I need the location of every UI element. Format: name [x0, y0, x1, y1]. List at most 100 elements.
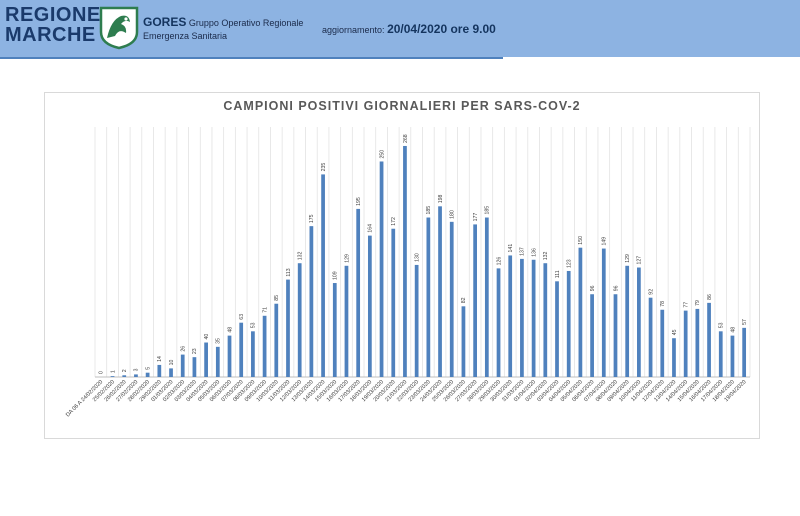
data-label: 180 — [450, 210, 456, 219]
chart-bar — [344, 265, 349, 377]
update-info: aggiornamento: 20/04/2020 ore 9.00 — [322, 22, 496, 36]
chart-bar — [110, 376, 115, 377]
data-label: 86 — [707, 294, 713, 300]
data-label: 185 — [485, 206, 491, 215]
data-label: 78 — [660, 301, 666, 307]
chart-bar — [520, 258, 524, 377]
data-label: 141 — [508, 244, 514, 253]
data-label: 63 — [239, 314, 245, 320]
chart-bar — [590, 294, 594, 377]
chart-bar — [484, 217, 489, 377]
chart-bar — [367, 235, 372, 377]
chart-bar — [180, 354, 185, 377]
chart-bar — [227, 335, 232, 377]
chart-bar — [543, 263, 548, 377]
data-label: 198 — [438, 195, 444, 204]
data-label: 48 — [227, 327, 233, 333]
chart-title: CAMPIONI POSITIVI GIORNALIERI PER SARS-C… — [223, 99, 581, 113]
bar-chart: 0DA 06 A 24/02/2020125/02/2020226/02/202… — [65, 127, 751, 418]
chart-bar — [730, 335, 735, 377]
chart-bar — [648, 297, 653, 377]
data-label: 130 — [414, 253, 420, 262]
chart-panel: CAMPIONI POSITIVI GIORNALIERI PER SARS-C… — [44, 92, 760, 439]
chart-bar — [555, 281, 559, 377]
data-label: 185 — [426, 206, 432, 215]
chart-bar — [438, 206, 442, 377]
data-label: 129 — [625, 254, 631, 263]
data-label: 149 — [602, 237, 608, 246]
data-label: 177 — [473, 213, 479, 222]
data-label: 250 — [379, 150, 385, 159]
chart-bar — [251, 331, 255, 377]
chart-bar — [262, 315, 267, 377]
data-label: 113 — [286, 268, 292, 276]
chart-bar — [637, 267, 641, 377]
chart-bar — [157, 364, 162, 377]
organization-info: GORES Gruppo Operativo Regionale Emergen… — [143, 16, 303, 43]
chart-bar — [625, 265, 630, 377]
data-label: 123 — [567, 259, 573, 268]
chart-bar — [660, 309, 665, 377]
data-label: 175 — [309, 214, 315, 223]
org-name: GORES — [143, 15, 187, 29]
chart-bar — [508, 255, 513, 377]
data-label: 132 — [543, 251, 549, 260]
chart-bar — [204, 342, 208, 377]
data-label: 1 — [110, 370, 116, 373]
chart-bar — [531, 259, 536, 377]
chart-bar — [496, 268, 501, 377]
data-label: 23 — [192, 348, 198, 354]
logo-line-2: MARCHE — [5, 24, 96, 46]
data-label: 53 — [719, 322, 725, 328]
chart-bar — [169, 368, 173, 377]
data-label: 172 — [391, 217, 397, 226]
chart-bar — [672, 338, 676, 377]
chart-bar — [449, 221, 454, 377]
chart-bar — [134, 374, 138, 377]
chart-bar — [742, 327, 747, 377]
chart-bar — [297, 263, 302, 377]
chart-bar — [309, 226, 314, 377]
org-desc-1: Gruppo Operativo Regionale — [188, 18, 304, 28]
chart-bar — [566, 270, 571, 377]
chart-bar — [403, 145, 407, 377]
chart-bar — [356, 208, 361, 377]
data-label: 109 — [333, 271, 339, 280]
data-label: 127 — [637, 256, 643, 265]
data-label: 3 — [134, 368, 140, 371]
region-emblem-icon — [99, 6, 139, 50]
data-label: 2 — [122, 369, 128, 372]
data-label: 0 — [99, 371, 105, 374]
data-label: 77 — [683, 302, 689, 308]
data-label: 96 — [590, 285, 596, 291]
data-label: 10 — [169, 359, 175, 365]
data-label: 40 — [204, 334, 210, 340]
data-label: 85 — [274, 295, 280, 301]
data-label: 195 — [356, 197, 362, 206]
update-date: 20/04/2020 ore 9.00 — [387, 22, 496, 36]
chart-bar — [613, 294, 618, 377]
chart-bar — [707, 302, 711, 377]
chart-bar — [332, 283, 337, 377]
data-label: 136 — [531, 248, 537, 257]
data-label: 268 — [403, 134, 409, 143]
chart-bar — [461, 306, 466, 377]
data-label: 26 — [181, 346, 187, 352]
chart-bar — [695, 308, 700, 377]
data-label: 48 — [730, 327, 736, 333]
data-label: 96 — [613, 285, 619, 291]
data-label: 14 — [157, 356, 163, 362]
chart-bar — [274, 303, 279, 377]
data-label: 79 — [695, 300, 701, 306]
chart-bar — [391, 228, 396, 377]
org-desc-2: Emergenza Sanitaria — [143, 31, 228, 41]
data-label: 5 — [145, 367, 151, 370]
data-label: 137 — [520, 247, 526, 256]
chart-bar — [379, 161, 384, 377]
chart-bar — [239, 322, 244, 377]
data-label: 35 — [216, 338, 222, 344]
data-label: 57 — [742, 319, 748, 325]
chart-bar — [321, 174, 325, 377]
chart-bar — [286, 279, 290, 377]
header-underline — [0, 57, 503, 59]
